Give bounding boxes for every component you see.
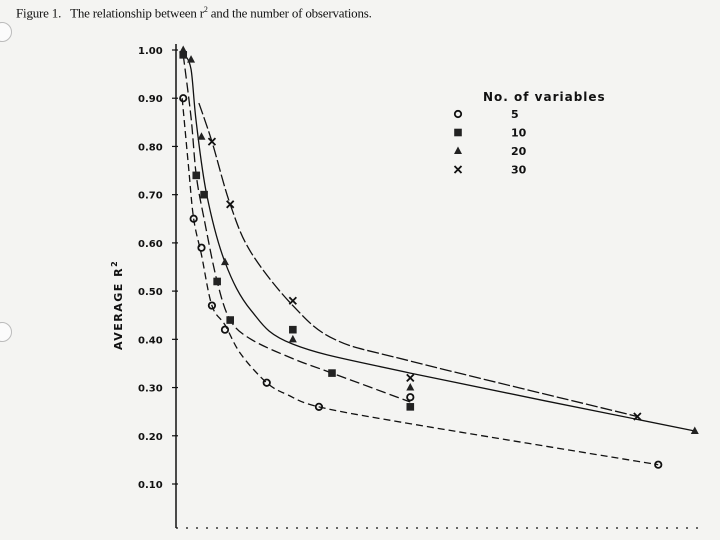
legend-label: 30 [511,164,527,177]
y-ticks: 1.00 0.90 0.80 0.70 0.60 0.50 0.40 0.30 0.20 0.10 [138,46,178,491]
caption-prefix: Figure 1. [16,5,62,21]
data-point-circle [197,243,206,252]
data-point-square [406,403,415,411]
y-tick-label: 1.00 [138,46,163,57]
series-curve-20 [184,54,695,432]
data-point-square [179,51,188,59]
y-tick-label: 0.50 [138,287,163,298]
data-point-x [207,137,217,146]
legend-label: 20 [511,145,527,158]
data-point-circle [406,393,415,402]
data-point-x [226,200,235,209]
data-point-square [289,325,297,334]
y-tick-label: 0.90 [138,94,163,105]
caption-sup: 2 [203,5,208,14]
data-point-square [328,369,336,377]
data-point-circle [207,301,217,310]
legend-marker-triangle [454,146,462,154]
series-markers [179,45,699,469]
y-tick-label: 0.40 [138,335,163,346]
legend-label: 5 [511,108,519,121]
y-axis-label-text: AVERAGE R [112,267,125,350]
series-curve-5 [181,98,659,466]
data-point-triangle [197,132,206,140]
data-point-circle [189,214,198,223]
data-point-square [226,316,234,324]
legend-title: No. of variables [483,90,606,104]
data-point-circle [220,325,230,334]
data-point-circle [314,402,324,411]
legend: No. of variables 5 10 20 30 [453,90,606,177]
y-tick-label: 0.70 [138,191,163,202]
series-curves [181,54,695,466]
data-point-circle [179,94,188,103]
y-tick-label: 0.30 [138,384,163,395]
y-tick-label: 0.20 [138,432,163,443]
series-curve-30 [198,102,638,418]
series-curve-10 [182,54,411,403]
caption-text: The relationship between r [70,5,204,21]
data-point-square [200,190,208,199]
data-point-circle [654,460,663,469]
legend-marker-x [453,165,463,174]
y-tick-label: 0.10 [138,480,163,491]
data-point-x [633,412,642,421]
y-tick-label: 0.80 [138,142,163,153]
y-tick-label: 0.60 [138,239,163,250]
data-point-triangle [690,426,699,434]
data-point-triangle [179,45,188,53]
chart-axes [175,44,702,529]
data-point-triangle [288,334,297,343]
y-axis-label-sup: 2 [110,260,119,267]
data-point-triangle [406,383,415,391]
svg-text:AVERAGE R2: AVERAGE R2 [110,260,125,350]
legend-marker-circle [453,109,463,119]
figure-caption: Figure 1. The relationship between r2 an… [16,5,372,21]
caption-text-end: and the number of observations. [207,5,372,21]
legend-marker-square [454,128,462,137]
y-axis-label: AVERAGE R2 [110,260,125,350]
data-point-triangle [187,55,196,63]
data-point-triangle [220,257,229,266]
data-point-x [406,373,415,383]
data-point-square [213,277,221,286]
data-point-circle [262,378,271,387]
data-point-square [192,171,201,180]
data-point-x [288,296,297,305]
legend-label: 10 [511,127,527,140]
